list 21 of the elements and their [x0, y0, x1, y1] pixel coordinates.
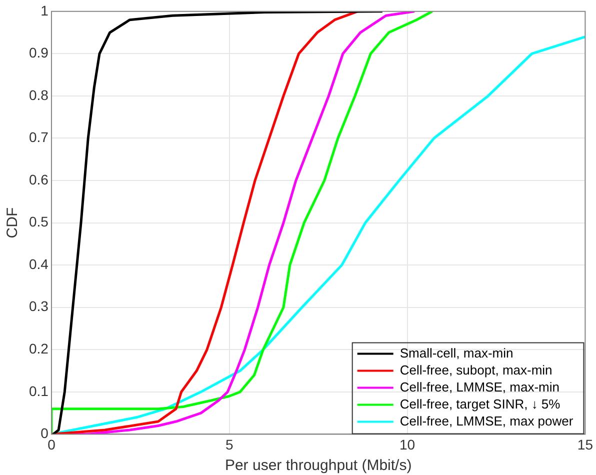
y-tick-label: 0.3 [28, 298, 49, 314]
y-axis-title: CDF [4, 207, 22, 238]
x-tick-label: 15 [577, 436, 594, 452]
y-tick-label: 0.6 [28, 171, 49, 188]
x-tick-label: 10 [400, 436, 416, 452]
y-tick-label: 0 [40, 425, 49, 442]
legend-label: Cell-free, LMMSE, max-min [400, 379, 560, 394]
y-tick-label: 0.1 [28, 382, 49, 399]
legend-label: Cell-free, LMMSE, max power [400, 413, 574, 428]
y-tick-label: 0.2 [28, 340, 49, 356]
y-tick-label: 0.5 [28, 214, 49, 230]
x-axis-title: Per user throughput (Mbit/s) [224, 457, 412, 474]
y-tick-label: 1 [40, 2, 49, 18]
legend-label: Small-cell, max-min [400, 345, 514, 360]
legend-label: Cell-free, target SINR, ↓ 5% [400, 396, 561, 412]
x-tick-label: 5 [225, 436, 234, 452]
y-tick-label: 0.9 [28, 44, 49, 61]
y-tick-label: 0.8 [28, 86, 49, 103]
y-tick-label: 0.4 [28, 256, 49, 272]
y-tick-label: 0.7 [28, 129, 49, 146]
legend-label: Cell-free, subopt, max-min [400, 362, 552, 378]
